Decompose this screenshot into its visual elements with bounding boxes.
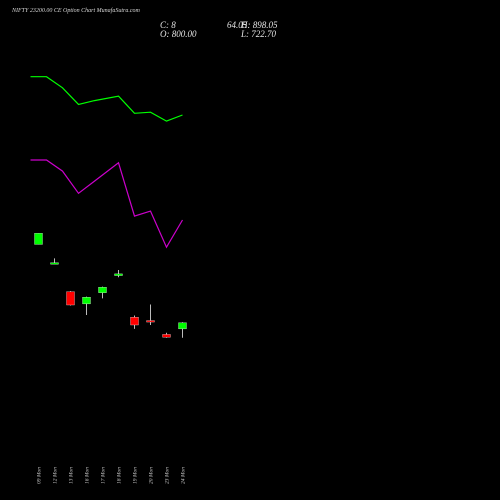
- candle-body: [98, 287, 107, 293]
- candle-body: [178, 322, 187, 330]
- candle: [66, 291, 75, 306]
- x-tick-label: 13 Mon: [69, 467, 75, 484]
- x-tick-label: 12 Mon: [53, 467, 59, 484]
- x-tick-label: 19 Mon: [133, 467, 139, 484]
- candle-body: [50, 262, 59, 265]
- candle: [98, 286, 107, 299]
- indicator-line-1: [30, 76, 183, 122]
- candle-body: [66, 291, 75, 306]
- candle: [82, 296, 91, 315]
- candle-body: [130, 317, 139, 326]
- candles: [34, 233, 187, 338]
- candle-body: [146, 320, 155, 323]
- x-tick-label: 18 Mon: [117, 467, 123, 484]
- x-tick-label: 20 Mon: [149, 467, 155, 484]
- close-label: C: 8: [160, 20, 176, 30]
- candle: [114, 270, 123, 278]
- x-tick-label: 16 Mon: [85, 467, 91, 484]
- close-extra-label: 64.05: [227, 20, 248, 30]
- candle: [130, 315, 139, 329]
- candle-body: [82, 297, 91, 305]
- x-axis-labels: 09 Mon 12 Mon 13 Mon 16 Mon 17 Mon 18 Mon 19 M…: [37, 467, 187, 484]
- high-label: H: 898.05: [241, 20, 278, 30]
- x-tick-label: 24 Mon: [180, 467, 187, 484]
- candle: [162, 332, 171, 338]
- candle: [178, 322, 187, 338]
- chart-title: NIFTY 23200.00 CE Option Chart MunafaSut…: [12, 8, 140, 14]
- candle-body: [34, 233, 43, 245]
- candle-body: [162, 334, 171, 338]
- candle: [34, 233, 43, 245]
- x-tick-label: 23 Mon: [165, 467, 171, 484]
- indicator-line-2: [30, 159, 184, 249]
- x-tick-label: 09 Mon: [37, 467, 43, 484]
- x-tick-label: 17 Mon: [101, 467, 107, 484]
- candle: [50, 258, 59, 265]
- open-label: O: 800.00: [160, 29, 197, 39]
- indicator-lines: [30, 76, 184, 249]
- candle-body: [114, 273, 123, 276]
- candle: [146, 304, 155, 325]
- low-label: L: 722.70: [241, 29, 277, 39]
